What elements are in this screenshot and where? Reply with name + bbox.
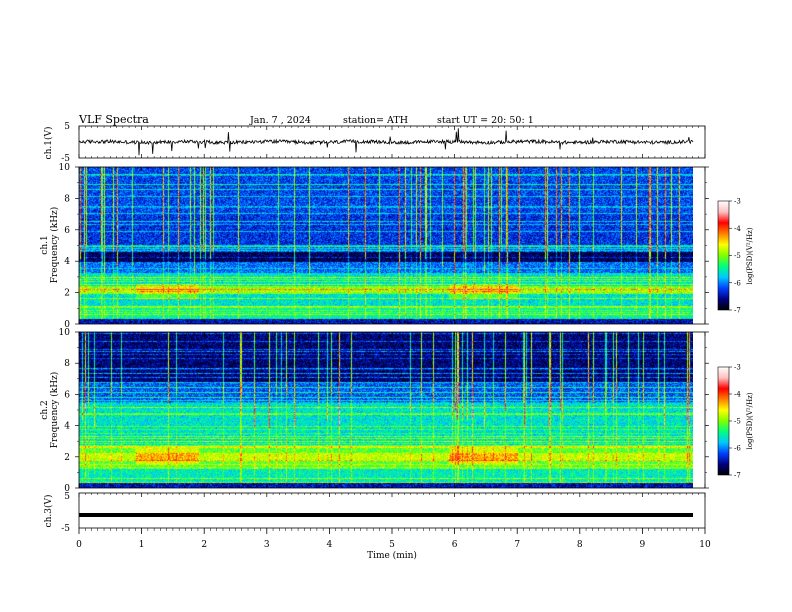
frequency-tick-label: 0 <box>64 320 70 330</box>
frequency-tick-label: 0 <box>64 484 70 494</box>
colorbar-tick-label: -7 <box>734 307 741 315</box>
time-axis-tick-label: 4 <box>327 540 333 550</box>
ch1-channel-label: ch.1 <box>40 235 50 254</box>
colorbar-tick-label: -7 <box>734 472 741 480</box>
ch1-waveform-trace <box>78 128 694 156</box>
time-axis-tick-label: 9 <box>640 540 646 550</box>
ch1-colorbar-gradient <box>717 200 730 311</box>
ch2-spectrogram-image <box>79 332 693 488</box>
ch2-colorbar-gradient <box>717 366 730 476</box>
colorbar-tick-label: -4 <box>734 225 741 233</box>
frequency-tick-label: 8 <box>64 359 70 369</box>
colorbar-tick-label: -6 <box>734 445 741 453</box>
ch1-colorbar: -3 -4 -5 -6 -7 log(PSD)(V²/Hz) <box>717 198 754 315</box>
ch1-ytick-bottom: -5 <box>61 154 70 164</box>
ch1-spectrogram-panel: 0 2 4 6 8 10 ch.1 Frequency (kHz) <box>40 163 709 330</box>
ch2-spectrogram-ylabel: Frequency (kHz) <box>49 372 60 449</box>
ch3-ytick-top: 5 <box>64 492 70 502</box>
frequency-tick-label: 10 <box>59 163 71 173</box>
frequency-tick-label: 6 <box>64 226 70 236</box>
ch1-colorbar-label: log(PSD)(V²/Hz) <box>746 227 754 284</box>
ch1-spectrogram-ylabel: Frequency (kHz) <box>49 207 60 284</box>
frequency-tick-label: 6 <box>64 390 70 400</box>
time-axis-tick-label: 6 <box>452 540 458 550</box>
ch1-colorbar-ticks: -3 -4 -5 -6 -7 <box>729 198 741 315</box>
colorbar-tick-label: -3 <box>734 364 741 372</box>
frequency-tick-label: 2 <box>64 289 70 299</box>
ch1-ytick-top: 5 <box>64 122 70 132</box>
date-label: Jan. 7 , 2024 <box>249 115 311 126</box>
start-time-label: start UT = 20: 50: 1 <box>437 115 534 126</box>
frequency-tick-label: 4 <box>64 422 70 432</box>
ch2-colorbar: -3 -4 -5 -6 -7 log(PSD)(V²/Hz) <box>717 364 754 480</box>
colorbar-tick-label: -5 <box>734 418 741 426</box>
ch3-waveform-frame <box>78 492 706 529</box>
figure-title: VLF Spectra <box>78 113 149 126</box>
ch2-spectrogram-image-holder <box>79 332 693 488</box>
frequency-tick-label: 2 <box>64 453 70 463</box>
time-axis-tick-label: 1 <box>139 540 145 550</box>
ch2-spectrogram-panel: 0 2 4 6 8 10 ch.2 Frequency (kHz) <box>40 328 709 494</box>
time-axis-tick-label: 5 <box>389 540 395 550</box>
colorbar-tick-label: -5 <box>734 252 741 260</box>
time-axis-tick-label: 7 <box>514 540 520 550</box>
ch2-colorbar-ticks: -3 -4 -5 -6 -7 <box>729 364 741 480</box>
ch3-waveform-trace <box>79 513 693 517</box>
ch1-waveform-panel: 5 -5 ch.1(V) <box>43 122 706 164</box>
ch2-colorbar-label: log(PSD)(V²/Hz) <box>746 392 754 449</box>
time-axis-label: Time (min) <box>367 550 417 561</box>
frequency-tick-label: 10 <box>59 328 71 338</box>
colorbar-tick-label: -6 <box>734 279 741 287</box>
frequency-tick-label: 8 <box>64 194 70 204</box>
ch2-spectrogram-yticks: 0 2 4 6 8 10 <box>59 328 709 494</box>
time-axis-tick-label: 3 <box>264 540 270 550</box>
ch2-channel-label: ch.2 <box>40 400 50 419</box>
time-axis-tick-label: 2 <box>201 540 207 550</box>
time-axis-tick-label: 10 <box>699 540 711 550</box>
colorbar-tick-label: -3 <box>734 198 741 206</box>
station-label: station= ATH <box>343 115 408 126</box>
ch3-waveform-ylabel: ch.3(V) <box>43 495 54 528</box>
ch1-waveform-ylabel: ch.1(V) <box>43 127 54 160</box>
time-axis-tick-label: 8 <box>577 540 583 550</box>
time-axis: 0 1 2 3 4 5 6 7 8 9 10 <box>76 126 711 550</box>
ch3-ytick-bottom: -5 <box>61 524 70 534</box>
ch3-waveform-panel: 5 -5 ch.3(V) <box>43 492 706 534</box>
ch1-spectrogram-yticks: 0 2 4 6 8 10 <box>59 163 709 330</box>
time-axis-tick-label: 0 <box>76 540 82 550</box>
frequency-tick-label: 4 <box>64 257 70 267</box>
ch1-spectrogram-image-holder <box>79 167 693 324</box>
ch1-spectrogram-image <box>79 167 693 324</box>
colorbar-tick-label: -4 <box>734 391 741 399</box>
